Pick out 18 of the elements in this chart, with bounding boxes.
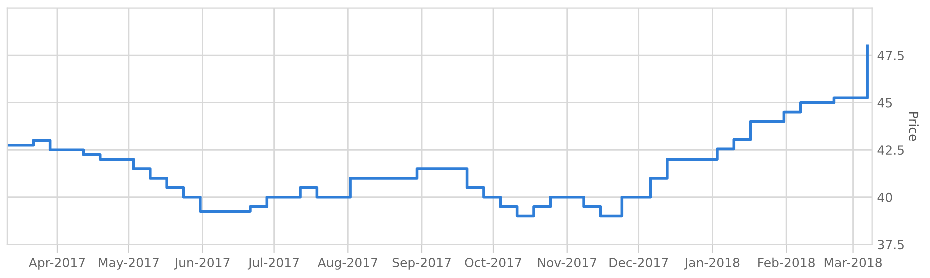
y-tick-label: 40 bbox=[878, 192, 892, 202]
x-tick-label: Mar-2018 bbox=[824, 258, 882, 268]
y-tick-label: 37.5 bbox=[878, 240, 904, 250]
x-tick-label: Jan-2018 bbox=[684, 258, 740, 270]
y-tick-label: 42.5 bbox=[878, 146, 904, 156]
x-tick-label: Jul-2017 bbox=[248, 258, 299, 270]
x-tick-label: Sep-2017 bbox=[392, 258, 451, 270]
y-tick-label: 47.5 bbox=[878, 51, 904, 61]
x-tick-label: Jun-2017 bbox=[174, 258, 230, 270]
y-axis-title: Price bbox=[909, 112, 919, 142]
x-tick-label: Feb-2018 bbox=[758, 258, 815, 268]
x-tick-label: Apr-2017 bbox=[29, 258, 85, 270]
x-tick-label: May-2017 bbox=[99, 258, 159, 270]
x-tick-label: Dec-2017 bbox=[610, 258, 668, 268]
y-tick-label: 45 bbox=[878, 98, 892, 108]
x-tick-label: Nov-2017 bbox=[538, 258, 596, 268]
x-tick-label: Oct-2017 bbox=[465, 258, 522, 268]
x-tick-label: Aug-2017 bbox=[318, 258, 378, 270]
